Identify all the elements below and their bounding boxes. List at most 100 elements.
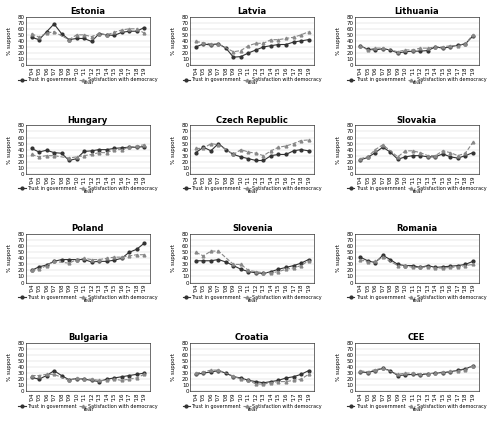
Trust in government — [418, 265, 424, 270]
X-axis label: Year: Year — [82, 80, 94, 86]
Satisfaction with democracy — [51, 259, 57, 264]
Satisfaction with democracy — [74, 155, 80, 160]
Satisfaction with democracy — [380, 366, 386, 371]
Satisfaction with democracy — [372, 259, 378, 264]
Trust in government — [388, 48, 394, 53]
Satisfaction with democracy — [246, 268, 252, 273]
Satisfaction with democracy — [306, 372, 312, 377]
Trust in government — [44, 148, 50, 153]
Satisfaction with democracy — [364, 369, 370, 374]
Trust in government — [388, 149, 394, 155]
Trust in government — [380, 46, 386, 51]
Trust in government — [96, 379, 102, 384]
Trust in government — [66, 257, 72, 262]
Satisfaction with democracy — [230, 152, 236, 157]
Satisfaction with democracy — [134, 26, 140, 31]
Satisfaction with democracy — [455, 43, 461, 48]
Trust in government — [276, 42, 281, 47]
Trust in government — [223, 147, 229, 152]
Trust in government — [372, 48, 378, 53]
Satisfaction with democracy — [28, 373, 34, 378]
Satisfaction with democracy — [208, 141, 214, 146]
Satisfaction with democracy — [306, 258, 312, 263]
Trust in government — [141, 25, 147, 30]
Trust in government — [223, 371, 229, 376]
Trust in government — [111, 33, 117, 38]
Trust in government — [372, 260, 378, 265]
Satisfaction with democracy — [432, 45, 438, 50]
Satisfaction with democracy — [380, 45, 386, 51]
Trust in government — [425, 263, 431, 268]
Satisfaction with democracy — [440, 369, 446, 374]
Satisfaction with democracy — [462, 151, 468, 156]
Satisfaction with democracy — [104, 256, 110, 261]
Title: Croatia: Croatia — [235, 333, 270, 342]
Trust in government — [276, 378, 281, 383]
Trust in government — [470, 259, 476, 264]
Satisfaction with democracy — [216, 42, 222, 47]
Satisfaction with democracy — [260, 153, 266, 158]
Trust in government — [470, 363, 476, 369]
Trust in government — [462, 366, 468, 372]
Satisfaction with democracy — [36, 35, 42, 40]
Y-axis label: % support: % support — [7, 244, 12, 272]
Trust in government — [364, 155, 370, 160]
Satisfaction with democracy — [51, 372, 57, 377]
Line: Trust in government: Trust in government — [359, 146, 474, 161]
Satisfaction with democracy — [395, 263, 401, 268]
Trust in government — [253, 48, 259, 53]
Trust in government — [238, 155, 244, 160]
Trust in government — [126, 373, 132, 378]
Trust in government — [410, 263, 416, 268]
Satisfaction with democracy — [470, 262, 476, 267]
Satisfaction with democracy — [470, 32, 476, 37]
Trust in government — [134, 145, 140, 150]
Legend: Trust in government, Satisfaction with democracy: Trust in government, Satisfaction with d… — [345, 75, 488, 84]
Satisfaction with democracy — [141, 372, 147, 377]
Trust in government — [104, 147, 110, 152]
Line: Satisfaction with democracy: Satisfaction with democracy — [194, 250, 310, 274]
Satisfaction with democracy — [440, 148, 446, 153]
Satisfaction with democracy — [118, 27, 124, 33]
Satisfaction with democracy — [357, 43, 363, 48]
Trust in government — [432, 155, 438, 160]
Trust in government — [418, 153, 424, 158]
Trust in government — [290, 374, 296, 379]
Trust in government — [81, 257, 87, 262]
Trust in government — [134, 247, 140, 252]
Satisfaction with democracy — [134, 252, 140, 257]
Satisfaction with democracy — [253, 151, 259, 156]
Satisfaction with democracy — [283, 143, 289, 149]
Satisfaction with democracy — [402, 263, 408, 268]
Satisfaction with democracy — [462, 263, 468, 268]
Trust in government — [388, 257, 394, 262]
Satisfaction with democracy — [238, 262, 244, 267]
Line: Satisfaction with democracy: Satisfaction with democracy — [359, 365, 474, 376]
Trust in government — [388, 368, 394, 373]
Satisfaction with democracy — [425, 264, 431, 269]
Satisfaction with democracy — [357, 257, 363, 262]
Satisfaction with democracy — [96, 150, 102, 155]
Trust in government — [111, 375, 117, 380]
Legend: Trust in government, Satisfaction with democracy: Trust in government, Satisfaction with d… — [345, 293, 488, 302]
Satisfaction with democracy — [216, 368, 222, 373]
Trust in government — [74, 376, 80, 381]
Satisfaction with democracy — [432, 265, 438, 270]
Satisfaction with democracy — [66, 261, 72, 266]
Trust in government — [432, 371, 438, 376]
Trust in government — [395, 51, 401, 56]
Y-axis label: % support: % support — [172, 27, 176, 55]
Satisfaction with democracy — [51, 153, 57, 158]
Satisfaction with democracy — [470, 363, 476, 369]
Trust in government — [410, 153, 416, 158]
Line: Satisfaction with democracy: Satisfaction with democracy — [359, 33, 474, 53]
Trust in government — [88, 259, 94, 265]
Trust in government — [118, 256, 124, 261]
Legend: Trust in government, Satisfaction with democracy: Trust in government, Satisfaction with d… — [16, 293, 160, 302]
Trust in government — [208, 42, 214, 48]
Satisfaction with democracy — [455, 264, 461, 269]
Trust in government — [200, 145, 206, 150]
Trust in government — [372, 150, 378, 155]
Satisfaction with democracy — [208, 249, 214, 254]
Trust in government — [44, 262, 50, 268]
